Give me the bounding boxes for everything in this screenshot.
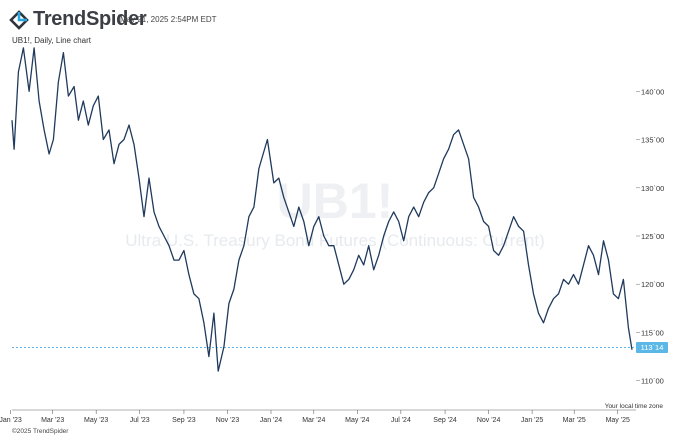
last-price-badge: 113`14 xyxy=(636,342,668,354)
x-tick-label: May '24 xyxy=(345,417,369,424)
x-tick-label: May '23 xyxy=(84,417,108,424)
price-line-series xyxy=(11,47,633,372)
x-axis: Jan '23 Mar '23 May '23 Jul '23 Sep '23 Nov '… xyxy=(0,410,630,424)
x-tick-label: May '25 xyxy=(606,417,630,424)
x-tick-label: Jan '25 xyxy=(521,417,543,424)
timezone-note: Your local time zone xyxy=(605,403,664,410)
x-tick-label: Jan '23 xyxy=(0,417,22,424)
brand-name: TrendSpider xyxy=(33,8,147,30)
y-tick-label: 125`00 xyxy=(641,232,664,241)
chart-timestamp: May 21, 2025 2:54PM EDT xyxy=(120,15,217,24)
brand-logo: TrendSpider xyxy=(8,8,147,31)
x-tick-label: Sep '23 xyxy=(172,417,196,424)
trendspider-logo-icon xyxy=(9,9,29,30)
x-tick-label: Nov '23 xyxy=(216,417,240,424)
x-tick-label: Sep '24 xyxy=(433,417,457,424)
x-tick-label: Nov '24 xyxy=(477,417,501,424)
y-tick-label: 115`00 xyxy=(641,328,664,337)
watermark-symbol: UB1! xyxy=(277,173,394,229)
x-tick-label: Mar '25 xyxy=(563,417,586,424)
last-price-label: 113`14 xyxy=(641,343,664,352)
y-tick-label: 140`00 xyxy=(641,87,664,96)
copyright: ©2025 TrendSpider xyxy=(12,428,69,435)
chart-subtitle: UB1!, Daily, Line chart xyxy=(12,36,91,45)
x-tick-label: Mar '24 xyxy=(302,417,325,424)
x-tick-label: Jul '23 xyxy=(130,417,150,424)
watermark-description: Ultra U.S. Treasury Bond Futures (Contin… xyxy=(125,231,545,250)
y-tick-label: 110`00 xyxy=(641,377,664,386)
x-tick-label: Mar '23 xyxy=(41,417,64,424)
x-tick-label: Jan '24 xyxy=(260,417,282,424)
y-tick-label: 135`00 xyxy=(641,136,664,145)
y-tick-label: 120`00 xyxy=(641,280,664,289)
y-axis: 140`00 135`00 130`00 125`00 120`00 115`00 110`… xyxy=(636,87,664,386)
x-tick-label: Jul '24 xyxy=(391,417,411,424)
y-tick-label: 130`00 xyxy=(641,184,664,193)
